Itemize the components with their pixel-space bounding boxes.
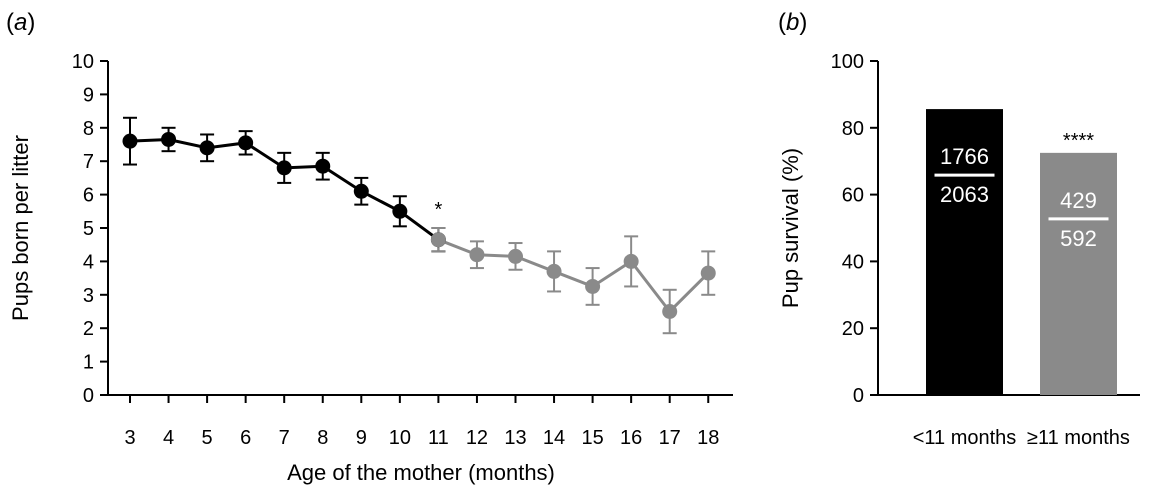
panel-a-x-tick-label: 3	[124, 427, 135, 449]
panel-a-y-tick-label: 0	[83, 385, 94, 407]
panel-a-x-tick-label: 8	[317, 427, 328, 449]
panel-a-x-tick-label: 17	[659, 427, 681, 449]
panel-a-x-tick-label: 9	[356, 427, 367, 449]
panel-a-data-point	[508, 248, 523, 264]
panel-a-data-point	[430, 232, 446, 248]
panel-a-data-point	[700, 265, 716, 281]
panel-a-y-tick-label: 6	[83, 185, 94, 207]
panel-a-y-tick-label: 3	[83, 285, 94, 307]
panel-b-y-axis-label: Pup survival (%)	[778, 148, 803, 308]
panel-a-data-point	[623, 253, 639, 269]
panel-a-y-tick-label: 7	[83, 151, 94, 173]
panel-a-data-point	[585, 278, 601, 294]
panel-a-x-tick-label: 5	[202, 427, 213, 449]
panel-a-x-tick-label: 7	[279, 427, 290, 449]
panel-b-label: (b)	[778, 9, 807, 36]
panel-a-data-point	[122, 133, 138, 149]
panel-b-y-tick-label: 100	[831, 51, 864, 73]
panel-a-data-point	[353, 183, 369, 199]
panel-a-y-tick-label: 10	[72, 51, 94, 73]
panel-b-bar	[1040, 152, 1117, 395]
panel-a-y-tick-label: 4	[83, 251, 94, 273]
panel-a-data-point	[469, 247, 485, 263]
panel-a-x-tick-label: 16	[620, 427, 642, 449]
panel-a-x-tick-label: 4	[163, 427, 174, 449]
panel-a-data-point	[662, 304, 678, 319]
panel-b-significance-annotation: ****	[1063, 130, 1094, 152]
panel-a-x-axis: 3 4 5 6 7 8 9 10 11 12 13 14 15 16 17 18	[108, 394, 733, 449]
panel-a-x-tick-label: 15	[581, 427, 603, 449]
panel-b-fraction-denominator: 592	[1060, 226, 1097, 251]
panel-b-y-axis: 0 20 40 60 80 100	[831, 51, 1140, 407]
panel-a-x-axis-label: Age of the mother (months)	[287, 460, 555, 485]
panel-a-data-point	[276, 160, 292, 176]
panel-a-y-tick-label: 2	[83, 318, 94, 340]
panel-b-bars: <11 months 1766 2063 ≥11 months 429 592	[913, 109, 1130, 449]
panel-a-x-tick-label: 13	[504, 427, 526, 449]
panel-a-x-tick-label: 10	[389, 427, 411, 449]
panel-a-y-axis-label: Pups born per litter	[8, 135, 33, 321]
panel-a-y-tick-label: 1	[83, 352, 94, 374]
panel-a-x-tick-label: 12	[466, 427, 488, 449]
panel-b-y-tick-label: 0	[853, 385, 864, 407]
panel-a-data-point	[238, 135, 254, 151]
panel-a-x-tick-label: 6	[240, 427, 251, 449]
panel-a-significance-annotation: *	[435, 199, 443, 221]
panel-a-data-point	[315, 158, 331, 174]
panel-a-data-point	[199, 140, 215, 156]
panel-a-y-tick-label: 9	[83, 84, 94, 106]
panel-b-fraction-numerator: 429	[1060, 188, 1097, 213]
panel-b-y-tick-label: 20	[842, 318, 864, 340]
panel-a-series	[122, 116, 716, 335]
panel-a-x-tick-label: 11	[428, 427, 449, 449]
panel-b-bar	[926, 109, 1003, 395]
panel-b-y-tick-label: 40	[842, 251, 864, 273]
panel-a-data-point	[392, 203, 408, 219]
panel-a-x-tick-label: 18	[697, 427, 719, 449]
panel-a-y-tick-label: 8	[83, 118, 94, 140]
panel-b-category-label: <11 months	[913, 427, 1017, 449]
panel-a-y-tick-label: 5	[83, 218, 94, 240]
panel-a-data-point	[546, 263, 562, 279]
panel-a-x-tick-label: 14	[543, 427, 565, 449]
panel-b-bar-chart: (b) 0 20 40 60 80 100 Pup survival (%) <11 mo…	[778, 9, 1140, 449]
panel-a-data-point	[161, 131, 177, 147]
panel-b-y-tick-label: 60	[842, 185, 864, 207]
panel-a-label: (a)	[6, 9, 35, 36]
panel-b-y-tick-label: 80	[842, 118, 864, 140]
panel-b-fraction-denominator: 2063	[940, 182, 989, 207]
panel-b-category-label: ≥11 months	[1027, 427, 1130, 449]
panel-b-fraction-numerator: 1766	[940, 144, 989, 169]
panel-a-y-axis: 0 1 2 3 4 5 6 7 8 9 10	[72, 51, 109, 407]
